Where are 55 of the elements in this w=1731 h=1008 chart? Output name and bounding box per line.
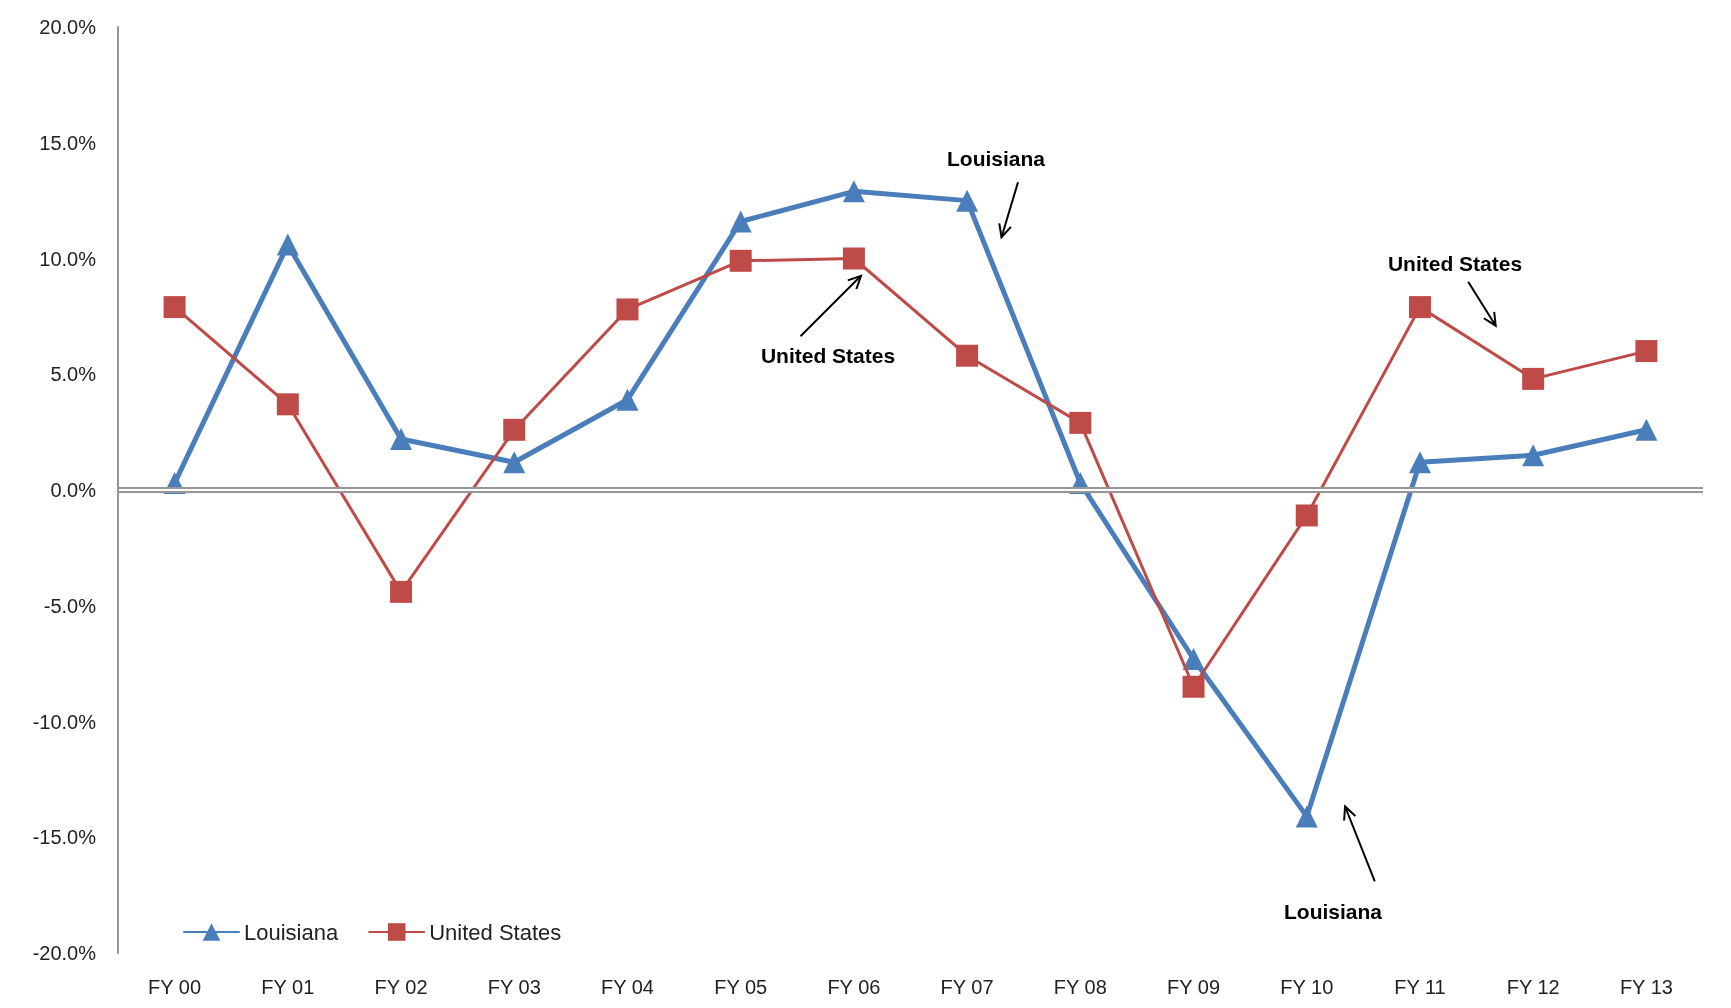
point (1182, 647, 1205, 670)
y-tick-label: -20.0% (32, 942, 97, 964)
x-tick-label: FY 06 (827, 976, 881, 998)
point (390, 428, 413, 451)
point (1182, 675, 1205, 698)
point (503, 418, 526, 441)
point (956, 344, 979, 367)
legend-label: Louisiana (244, 919, 339, 945)
x-tick-label: FY 05 (714, 976, 768, 998)
annotation: Louisiana (946, 146, 1046, 170)
point (390, 580, 413, 603)
point (1408, 451, 1431, 474)
x-tick-label: FY 04 (600, 976, 654, 998)
point (1635, 340, 1658, 363)
x-tick-label: FY 07 (940, 976, 994, 998)
y-tick-label: 20.0% (39, 16, 97, 38)
y-tick-label: 0.0% (50, 479, 97, 501)
point (842, 247, 865, 270)
x-tick-label: FY 09 (1167, 976, 1221, 998)
y-tick-label: 10.0% (39, 247, 97, 270)
y-tick-label: -15.0% (32, 826, 97, 849)
point (729, 210, 752, 233)
point (616, 298, 639, 321)
x-tick-label: FY 12 (1506, 976, 1560, 998)
annotation: Louisiana (1283, 899, 1383, 923)
point (276, 393, 299, 416)
point (163, 296, 186, 319)
point (1295, 805, 1318, 828)
x-tick-label: FY 01 (261, 976, 315, 998)
point (1069, 411, 1092, 434)
point (842, 180, 865, 203)
x-tick-label: FY 10 (1280, 976, 1334, 998)
x-tick-label: FY 08 (1053, 976, 1107, 998)
x-tick-label: FY 11 (1394, 976, 1446, 998)
y-tick-label: 15.0% (39, 131, 97, 154)
legend-label: United States (429, 919, 562, 945)
point (1522, 367, 1545, 390)
x-tick-label: FY 02 (374, 976, 428, 998)
point (729, 249, 752, 272)
x-tick-label: FY 13 (1619, 976, 1673, 998)
point (1635, 418, 1658, 441)
point (956, 189, 979, 212)
point (1295, 504, 1318, 527)
y-tick-label: -10.0% (32, 710, 97, 733)
y-tick-label: 5.0% (50, 363, 97, 386)
point (1522, 444, 1545, 467)
point (503, 451, 526, 474)
annotation: United States (760, 343, 896, 367)
y-tick-label: -5.0% (43, 594, 97, 617)
point (616, 388, 639, 411)
annotation: United States (1387, 251, 1523, 275)
x-tick-label: FY 03 (487, 976, 541, 998)
x-tick-label: FY 00 (148, 976, 202, 998)
point (1408, 296, 1431, 319)
point (276, 233, 299, 256)
